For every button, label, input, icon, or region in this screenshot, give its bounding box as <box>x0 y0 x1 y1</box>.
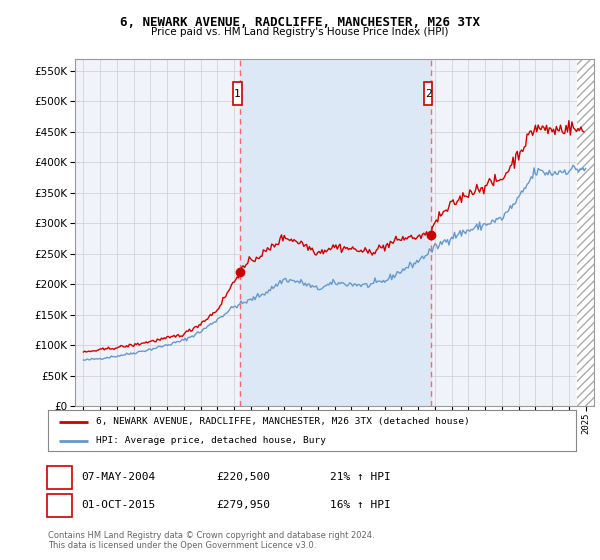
Text: 21% ↑ HPI: 21% ↑ HPI <box>330 472 391 482</box>
Text: Price paid vs. HM Land Registry's House Price Index (HPI): Price paid vs. HM Land Registry's House … <box>151 27 449 37</box>
Bar <box>577 59 594 406</box>
Text: 6, NEWARK AVENUE, RADCLIFFE, MANCHESTER, M26 3TX: 6, NEWARK AVENUE, RADCLIFFE, MANCHESTER,… <box>120 16 480 29</box>
Text: HPI: Average price, detached house, Bury: HPI: Average price, detached house, Bury <box>95 436 326 445</box>
Text: 01-OCT-2015: 01-OCT-2015 <box>81 500 155 510</box>
Bar <box>577 59 594 406</box>
FancyBboxPatch shape <box>233 82 242 105</box>
Text: Contains HM Land Registry data © Crown copyright and database right 2024.
This d: Contains HM Land Registry data © Crown c… <box>48 531 374 550</box>
Text: 6, NEWARK AVENUE, RADCLIFFE, MANCHESTER, M26 3TX (detached house): 6, NEWARK AVENUE, RADCLIFFE, MANCHESTER,… <box>95 417 469 426</box>
Text: 16% ↑ HPI: 16% ↑ HPI <box>330 500 391 510</box>
Text: 07-MAY-2004: 07-MAY-2004 <box>81 472 155 482</box>
Text: 1: 1 <box>234 88 241 99</box>
Text: 1: 1 <box>56 472 63 482</box>
Text: £220,500: £220,500 <box>216 472 270 482</box>
Text: 2: 2 <box>425 88 431 99</box>
Text: 2: 2 <box>56 500 63 510</box>
Bar <box>240 59 431 406</box>
Text: £279,950: £279,950 <box>216 500 270 510</box>
FancyBboxPatch shape <box>424 82 433 105</box>
